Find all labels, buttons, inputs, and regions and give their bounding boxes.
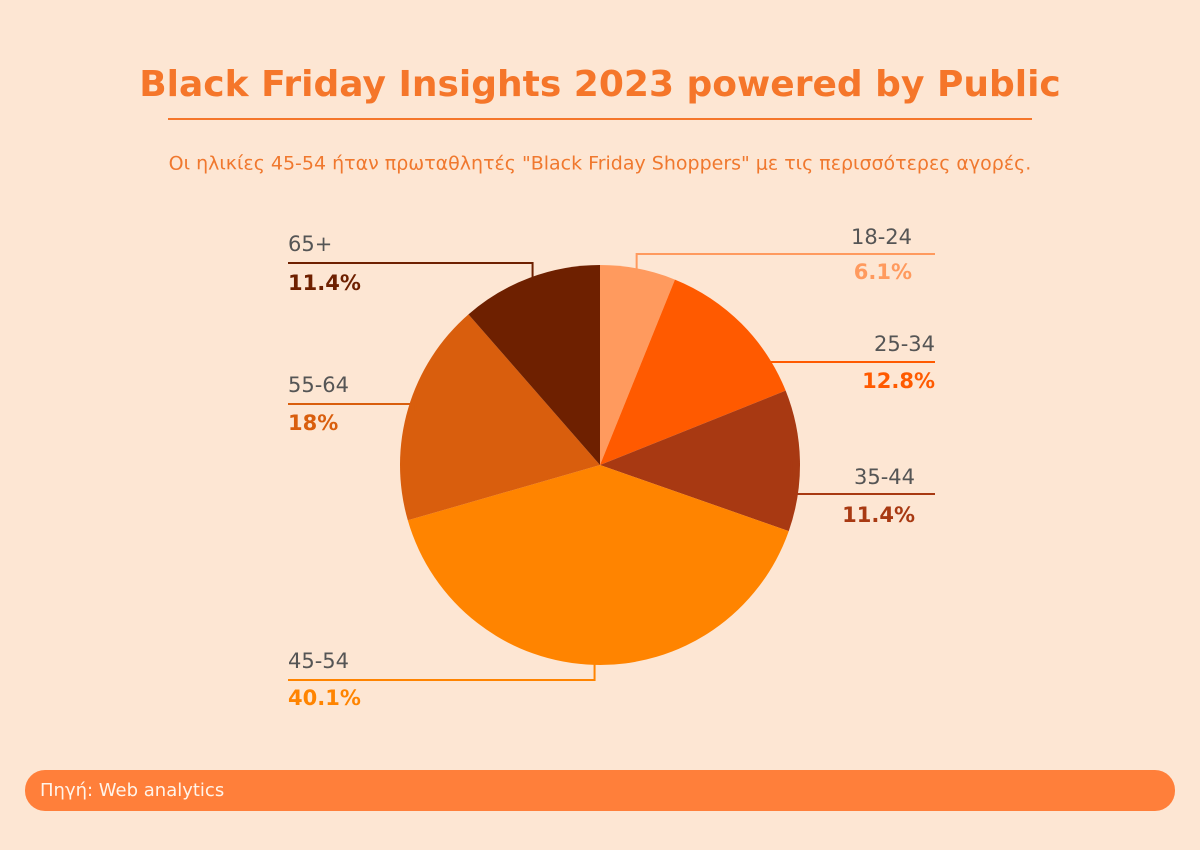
- category-label: 55-64: [288, 373, 349, 397]
- category-label: 35-44: [854, 465, 915, 489]
- leader-line: [790, 460, 935, 495]
- pie-slice: [468, 265, 600, 465]
- value-label: 40.1%: [288, 686, 361, 710]
- pie-plot: 18-24 6.1% 25-34 12.8% 35-44 11.4% 45-54 40.1% 5…: [288, 225, 935, 710]
- leader-line: [288, 403, 417, 411]
- value-label: 11.4%: [288, 271, 361, 295]
- category-label: 65+: [288, 232, 332, 256]
- pie-slice: [400, 314, 600, 521]
- value-label: 6.1%: [854, 260, 912, 284]
- chart-subtitle: Οι ηλικίες 45-54 ήταν πρωταθλητές "Black…: [169, 153, 1032, 175]
- source-bar: [25, 770, 1175, 811]
- chart-title: Black Friday Insights 2023 powered by Pu…: [139, 64, 1061, 105]
- source: Πηγή: Web analytics: [40, 780, 224, 801]
- leader-line: [635, 253, 935, 277]
- category-label: 25-34: [874, 332, 935, 356]
- category-label: 45-54: [288, 649, 349, 673]
- pie-slice: [600, 390, 800, 532]
- value-label: 12.8%: [862, 369, 935, 393]
- pie-slice: [600, 265, 675, 465]
- pie-slice: [600, 279, 786, 465]
- pie-slice: [407, 465, 789, 665]
- category-label: 18-24: [851, 225, 912, 249]
- leader-line: [288, 656, 596, 681]
- leader-line: [288, 262, 534, 286]
- value-label: 11.4%: [842, 503, 915, 527]
- value-label: 18%: [288, 411, 338, 435]
- leader-line: [734, 329, 935, 363]
